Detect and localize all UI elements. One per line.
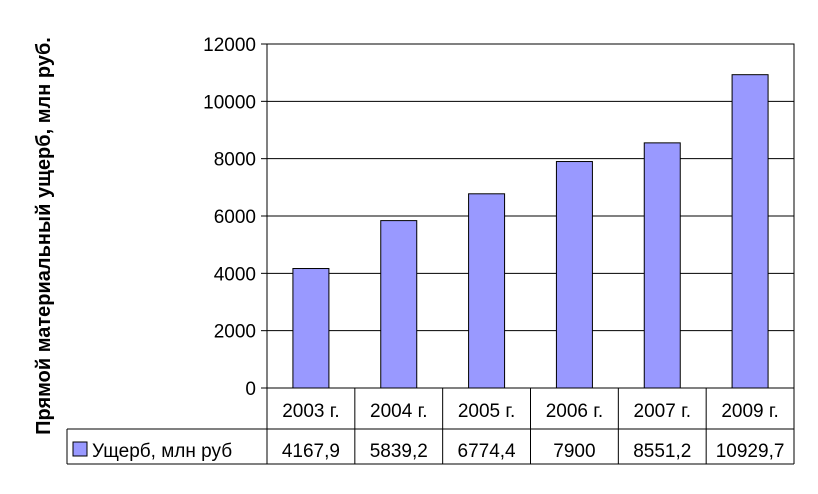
- bar: [292, 268, 330, 389]
- data-value-label: 10929,7: [716, 441, 785, 462]
- bar: [555, 161, 593, 389]
- y-tick-label: 6000: [214, 207, 256, 228]
- x-category-label: 2007 г.: [634, 401, 691, 422]
- y-axis-label: Прямой материальный ущерб, млн руб.: [33, 37, 55, 435]
- gridlines: [266, 43, 795, 389]
- bar: [380, 220, 418, 389]
- y-tick-label: 4000: [214, 264, 256, 285]
- y-tick-label: 8000: [214, 150, 256, 171]
- y-axis-ticks: 0 2000 4000 6000 8000 10000 12000: [203, 35, 267, 400]
- data-value-label: 4167,9: [282, 441, 340, 462]
- x-category-label: 2009 г.: [721, 401, 778, 422]
- bar: [468, 193, 506, 389]
- y-tick-label: 10000: [203, 92, 256, 113]
- bar: [643, 142, 681, 389]
- x-category-label: 2003 г.: [282, 401, 339, 422]
- x-category-label: 2005 г.: [458, 401, 515, 422]
- x-category-label: 2004 г.: [370, 401, 427, 422]
- bar: [731, 74, 769, 389]
- data-value-label: 7900: [553, 441, 595, 462]
- legend-swatch: [72, 441, 88, 457]
- data-value-label: 8551,2: [633, 441, 691, 462]
- legend-series-name: Ущерб, млн руб: [92, 441, 232, 462]
- data-table: 2003 г. 4167,9 2004 г. 5839,2 2005 г. 6774,4 2…: [66, 388, 795, 465]
- y-tick-label: 2000: [214, 322, 256, 343]
- y-tick-label: 12000: [203, 35, 256, 56]
- bars: [292, 74, 769, 389]
- x-category-label: 2006 г.: [546, 401, 603, 422]
- data-value-label: 5839,2: [370, 441, 428, 462]
- y-tick-label: 0: [245, 379, 256, 400]
- data-value-label: 6774,4: [458, 441, 517, 462]
